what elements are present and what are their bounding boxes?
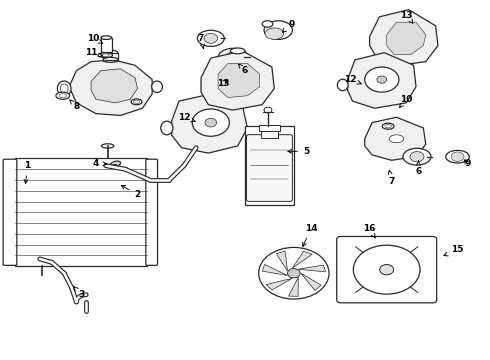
Text: 13: 13: [400, 10, 413, 23]
Circle shape: [410, 152, 424, 162]
Circle shape: [288, 269, 300, 278]
Ellipse shape: [152, 81, 162, 93]
Text: 7: 7: [198, 34, 204, 49]
Text: 6: 6: [239, 64, 248, 75]
Ellipse shape: [403, 148, 431, 165]
Polygon shape: [369, 10, 438, 65]
Polygon shape: [289, 277, 298, 296]
Text: 6: 6: [416, 161, 421, 176]
Circle shape: [451, 152, 464, 161]
Text: 13: 13: [217, 79, 229, 88]
Circle shape: [264, 107, 272, 113]
Ellipse shape: [101, 36, 112, 40]
Ellipse shape: [218, 48, 248, 66]
Polygon shape: [69, 60, 152, 116]
Polygon shape: [387, 22, 426, 54]
Ellipse shape: [446, 150, 469, 163]
Circle shape: [259, 247, 329, 299]
Bar: [101, 39, 112, 52]
Bar: [259, 125, 280, 131]
Ellipse shape: [389, 135, 404, 143]
FancyBboxPatch shape: [3, 159, 17, 265]
Text: 9: 9: [464, 159, 470, 168]
Text: 8: 8: [70, 100, 79, 111]
Bar: [245, 126, 294, 205]
Ellipse shape: [265, 28, 284, 40]
FancyBboxPatch shape: [146, 159, 158, 265]
Polygon shape: [365, 117, 426, 160]
Ellipse shape: [56, 92, 70, 99]
Polygon shape: [218, 63, 260, 98]
FancyBboxPatch shape: [246, 135, 293, 201]
Ellipse shape: [262, 21, 273, 27]
Text: 3: 3: [74, 286, 84, 299]
Text: 5: 5: [288, 147, 309, 156]
Text: 12: 12: [178, 113, 196, 122]
Circle shape: [204, 33, 218, 43]
Polygon shape: [301, 273, 321, 291]
Polygon shape: [266, 278, 293, 290]
Circle shape: [377, 76, 387, 83]
Text: 2: 2: [122, 185, 141, 199]
Text: 10: 10: [399, 95, 413, 108]
Polygon shape: [262, 264, 288, 275]
Text: 15: 15: [444, 246, 464, 256]
Text: 10: 10: [87, 34, 103, 44]
Circle shape: [192, 109, 229, 136]
Ellipse shape: [103, 57, 118, 62]
Ellipse shape: [161, 121, 173, 135]
Ellipse shape: [337, 79, 348, 91]
Text: 12: 12: [344, 75, 362, 84]
Ellipse shape: [382, 123, 394, 129]
Bar: [103, 53, 118, 60]
Ellipse shape: [197, 30, 224, 46]
Bar: [261, 130, 278, 138]
Ellipse shape: [110, 161, 121, 167]
Text: 7: 7: [388, 170, 395, 186]
Polygon shape: [347, 53, 416, 108]
Polygon shape: [298, 265, 325, 272]
Text: 11: 11: [85, 48, 103, 57]
Text: 16: 16: [364, 224, 376, 238]
Bar: [15, 158, 147, 266]
Polygon shape: [91, 69, 138, 103]
Circle shape: [353, 245, 420, 294]
FancyBboxPatch shape: [337, 237, 437, 303]
Text: 1: 1: [24, 161, 31, 183]
Ellipse shape: [230, 48, 245, 54]
Circle shape: [380, 265, 393, 275]
Text: 14: 14: [303, 224, 318, 247]
Ellipse shape: [264, 21, 293, 40]
Ellipse shape: [57, 81, 71, 96]
Circle shape: [365, 67, 399, 92]
Ellipse shape: [244, 62, 254, 67]
Polygon shape: [293, 251, 312, 268]
Circle shape: [226, 52, 241, 63]
Circle shape: [205, 118, 217, 127]
Polygon shape: [276, 251, 288, 271]
Polygon shape: [201, 51, 274, 110]
Polygon shape: [172, 94, 247, 153]
Text: 9: 9: [282, 19, 294, 32]
Ellipse shape: [131, 99, 142, 105]
Ellipse shape: [98, 53, 113, 58]
Text: 4: 4: [93, 159, 107, 168]
Ellipse shape: [101, 144, 114, 148]
Ellipse shape: [103, 50, 118, 55]
